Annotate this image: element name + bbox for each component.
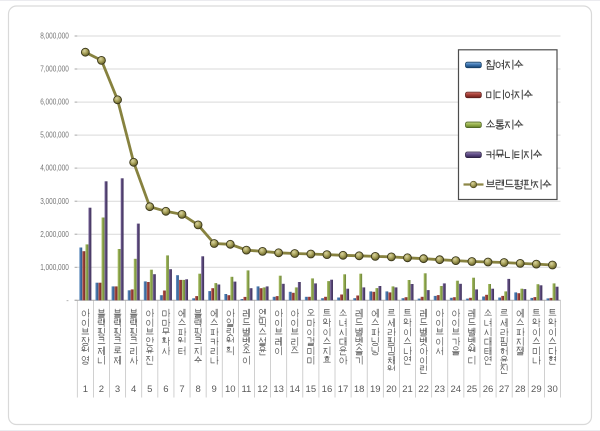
svg-text:2: 2 [99, 384, 104, 395]
svg-text:3,000,000: 3,000,000 [40, 197, 69, 206]
svg-text:6: 6 [163, 384, 168, 395]
svg-text:28: 28 [515, 384, 526, 395]
svg-text:8: 8 [195, 384, 200, 395]
svg-text:23: 23 [434, 384, 445, 395]
svg-text:22: 22 [418, 384, 429, 395]
svg-text:26: 26 [483, 384, 494, 395]
svg-text:10: 10 [225, 384, 236, 395]
svg-text:4: 4 [131, 384, 136, 395]
svg-text:18: 18 [354, 384, 365, 395]
svg-text:15: 15 [306, 384, 317, 395]
svg-text:7,000,000: 7,000,000 [40, 65, 69, 74]
svg-text:8,000,000: 8,000,000 [40, 32, 69, 41]
svg-text:5,000,000: 5,000,000 [40, 131, 69, 140]
svg-text:-: - [66, 296, 69, 305]
svg-text:6,000,000: 6,000,000 [40, 98, 69, 107]
svg-text:1,000,000: 1,000,000 [40, 263, 69, 272]
svg-text:13: 13 [273, 384, 284, 395]
svg-text:7: 7 [179, 384, 184, 395]
svg-text:25: 25 [467, 384, 478, 395]
svg-text:21: 21 [402, 384, 413, 395]
svg-text:11: 11 [241, 384, 251, 395]
svg-text:2,000,000: 2,000,000 [40, 230, 69, 239]
svg-text:9: 9 [212, 384, 217, 395]
svg-text:4,000,000: 4,000,000 [40, 164, 69, 173]
svg-text:27: 27 [499, 384, 510, 395]
svg-text:3: 3 [115, 384, 120, 395]
svg-text:30: 30 [547, 384, 558, 395]
svg-text:29: 29 [531, 384, 542, 395]
svg-text:16: 16 [322, 384, 333, 395]
svg-text:24: 24 [451, 384, 462, 395]
svg-text:19: 19 [370, 384, 381, 395]
svg-text:1: 1 [83, 384, 88, 395]
svg-text:12: 12 [257, 384, 268, 395]
svg-text:14: 14 [289, 384, 300, 395]
svg-text:5: 5 [147, 384, 152, 395]
svg-text:17: 17 [338, 384, 349, 395]
svg-text:20: 20 [386, 384, 397, 395]
